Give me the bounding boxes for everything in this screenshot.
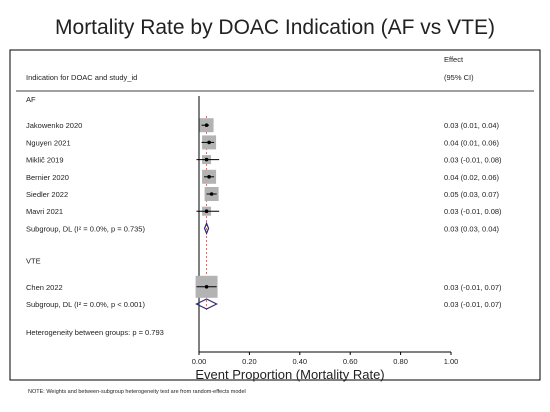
study-effect-text: 0.03 (-0.01, 0.08): [444, 207, 502, 216]
study-column-header: Indication for DOAC and study_id: [26, 73, 137, 82]
study-effect-text: 0.05 (0.03, 0.07): [444, 190, 500, 199]
study-effect-text: 0.03 (-0.01, 0.07): [444, 283, 502, 292]
study-label: Nguyen 2021: [26, 138, 71, 147]
x-axis-label: Event Proportion (Mortality Rate): [195, 367, 384, 382]
chart-title: Mortality Rate by DOAC Indication (AF vs…: [55, 16, 495, 39]
subgroup-effect-text: 0.03 (0.03, 0.04): [444, 224, 500, 233]
subgroup-label: Subgroup, DL (I² = 0.0%, p = 0.735): [26, 224, 145, 233]
x-tick-label: 0.60: [343, 357, 358, 366]
study-effect-text: 0.03 (-0.01, 0.08): [444, 156, 502, 165]
study-point: [207, 140, 211, 145]
subgroup-effect-text: 0.03 (-0.01, 0.07): [444, 300, 502, 309]
study-point: [209, 192, 214, 196]
study-point: [204, 285, 209, 289]
study-label: Jakowenko 2020: [26, 121, 82, 130]
ci-header: (95% CI): [444, 73, 474, 82]
heterogeneity-text: Heterogeneity between groups: p = 0.793: [26, 328, 164, 337]
study-point: [204, 123, 209, 127]
x-tick-label: 0.00: [192, 357, 207, 366]
x-tick-label: 1.00: [444, 357, 459, 366]
study-effect-text: 0.03 (0.01, 0.04): [444, 121, 500, 130]
plot-frame: [9, 49, 541, 381]
x-tick-label: 0.20: [242, 357, 257, 366]
study-point: [204, 157, 209, 162]
study-effect-text: 0.04 (0.02, 0.06): [444, 173, 500, 182]
group-label-vte: VTE: [26, 257, 41, 266]
x-tick-label: 0.40: [292, 357, 307, 366]
study-point: [204, 209, 209, 213]
group-label-af: AF: [26, 95, 36, 104]
study-label: Siedler 2022: [26, 190, 68, 199]
subgroup-diamond: [195, 298, 218, 310]
study-effect-text: 0.04 (0.01, 0.06): [444, 138, 500, 147]
footnote: NOTE: Weights and between-subgroup heter…: [28, 389, 246, 395]
study-label: Miklič 2019: [26, 156, 64, 165]
study-label: Mavri 2021: [26, 207, 63, 216]
study-point: [207, 175, 211, 179]
effect-header: Effect: [444, 55, 464, 64]
study-label: Bernier 2020: [26, 173, 69, 182]
subgroup-diamond: [203, 221, 210, 236]
study-label: Chen 2022: [26, 283, 63, 292]
x-tick-label: 0.80: [393, 357, 408, 366]
subgroup-label: Subgroup, DL (I² = 0.0%, p < 0.001): [26, 300, 145, 309]
